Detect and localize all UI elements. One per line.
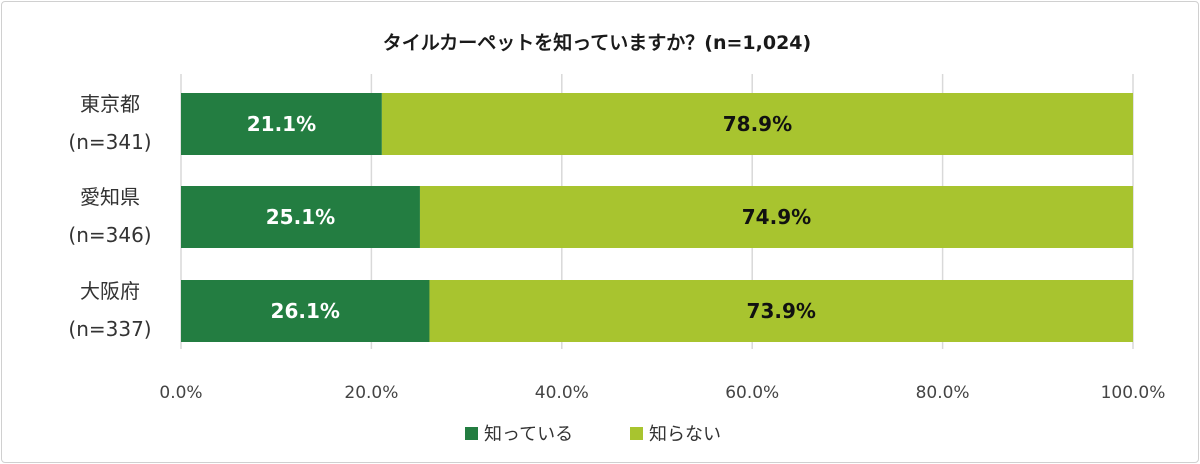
chart-title: タイルカーペットを知っていますか？(n=1,024) bbox=[383, 31, 811, 54]
bar-segment bbox=[181, 93, 382, 155]
x-axis-ticks: 0.0% 20.0% 40.0% 60.0% 80.0% 100.0% bbox=[159, 383, 1165, 403]
legend-label: 知らない bbox=[649, 424, 721, 445]
x-tick-label: 20.0% bbox=[344, 383, 398, 403]
x-tick-label: 100.0% bbox=[1101, 383, 1166, 403]
data-label: 73.9% bbox=[747, 299, 816, 323]
category-count: (n=341) bbox=[68, 130, 151, 154]
bars: 21.1% 78.9% 25.1% 74.9% 26.1% 73.9% bbox=[181, 93, 1133, 342]
bar-segment bbox=[429, 280, 1133, 342]
legend: 知っている 知らない bbox=[465, 424, 721, 445]
category-count: (n=346) bbox=[68, 223, 151, 247]
data-label: 26.1% bbox=[271, 299, 340, 323]
legend-swatch bbox=[465, 427, 478, 440]
x-tick-label: 80.0% bbox=[916, 383, 970, 403]
bar-segment bbox=[181, 280, 430, 342]
category-label: 愛知県 bbox=[80, 185, 140, 209]
category-labels: 東京都 (n=341) 愛知県 (n=346) 大阪府 (n=337) bbox=[68, 92, 151, 341]
data-label: 78.9% bbox=[723, 112, 792, 136]
x-tick-label: 40.0% bbox=[535, 383, 589, 403]
data-label: 74.9% bbox=[742, 205, 811, 229]
x-tick-label: 60.0% bbox=[725, 383, 779, 403]
legend-swatch bbox=[630, 427, 643, 440]
data-label: 21.1% bbox=[247, 112, 316, 136]
category-count: (n=337) bbox=[68, 317, 151, 341]
category-label: 東京都 bbox=[80, 92, 140, 116]
legend-label: 知っている bbox=[484, 424, 573, 445]
x-tick-label: 0.0% bbox=[159, 383, 202, 403]
data-label: 25.1% bbox=[266, 205, 335, 229]
category-label: 大阪府 bbox=[80, 279, 140, 303]
bar-segment bbox=[419, 186, 1133, 248]
bar-segment bbox=[381, 93, 1133, 155]
bar-segment bbox=[181, 186, 420, 248]
